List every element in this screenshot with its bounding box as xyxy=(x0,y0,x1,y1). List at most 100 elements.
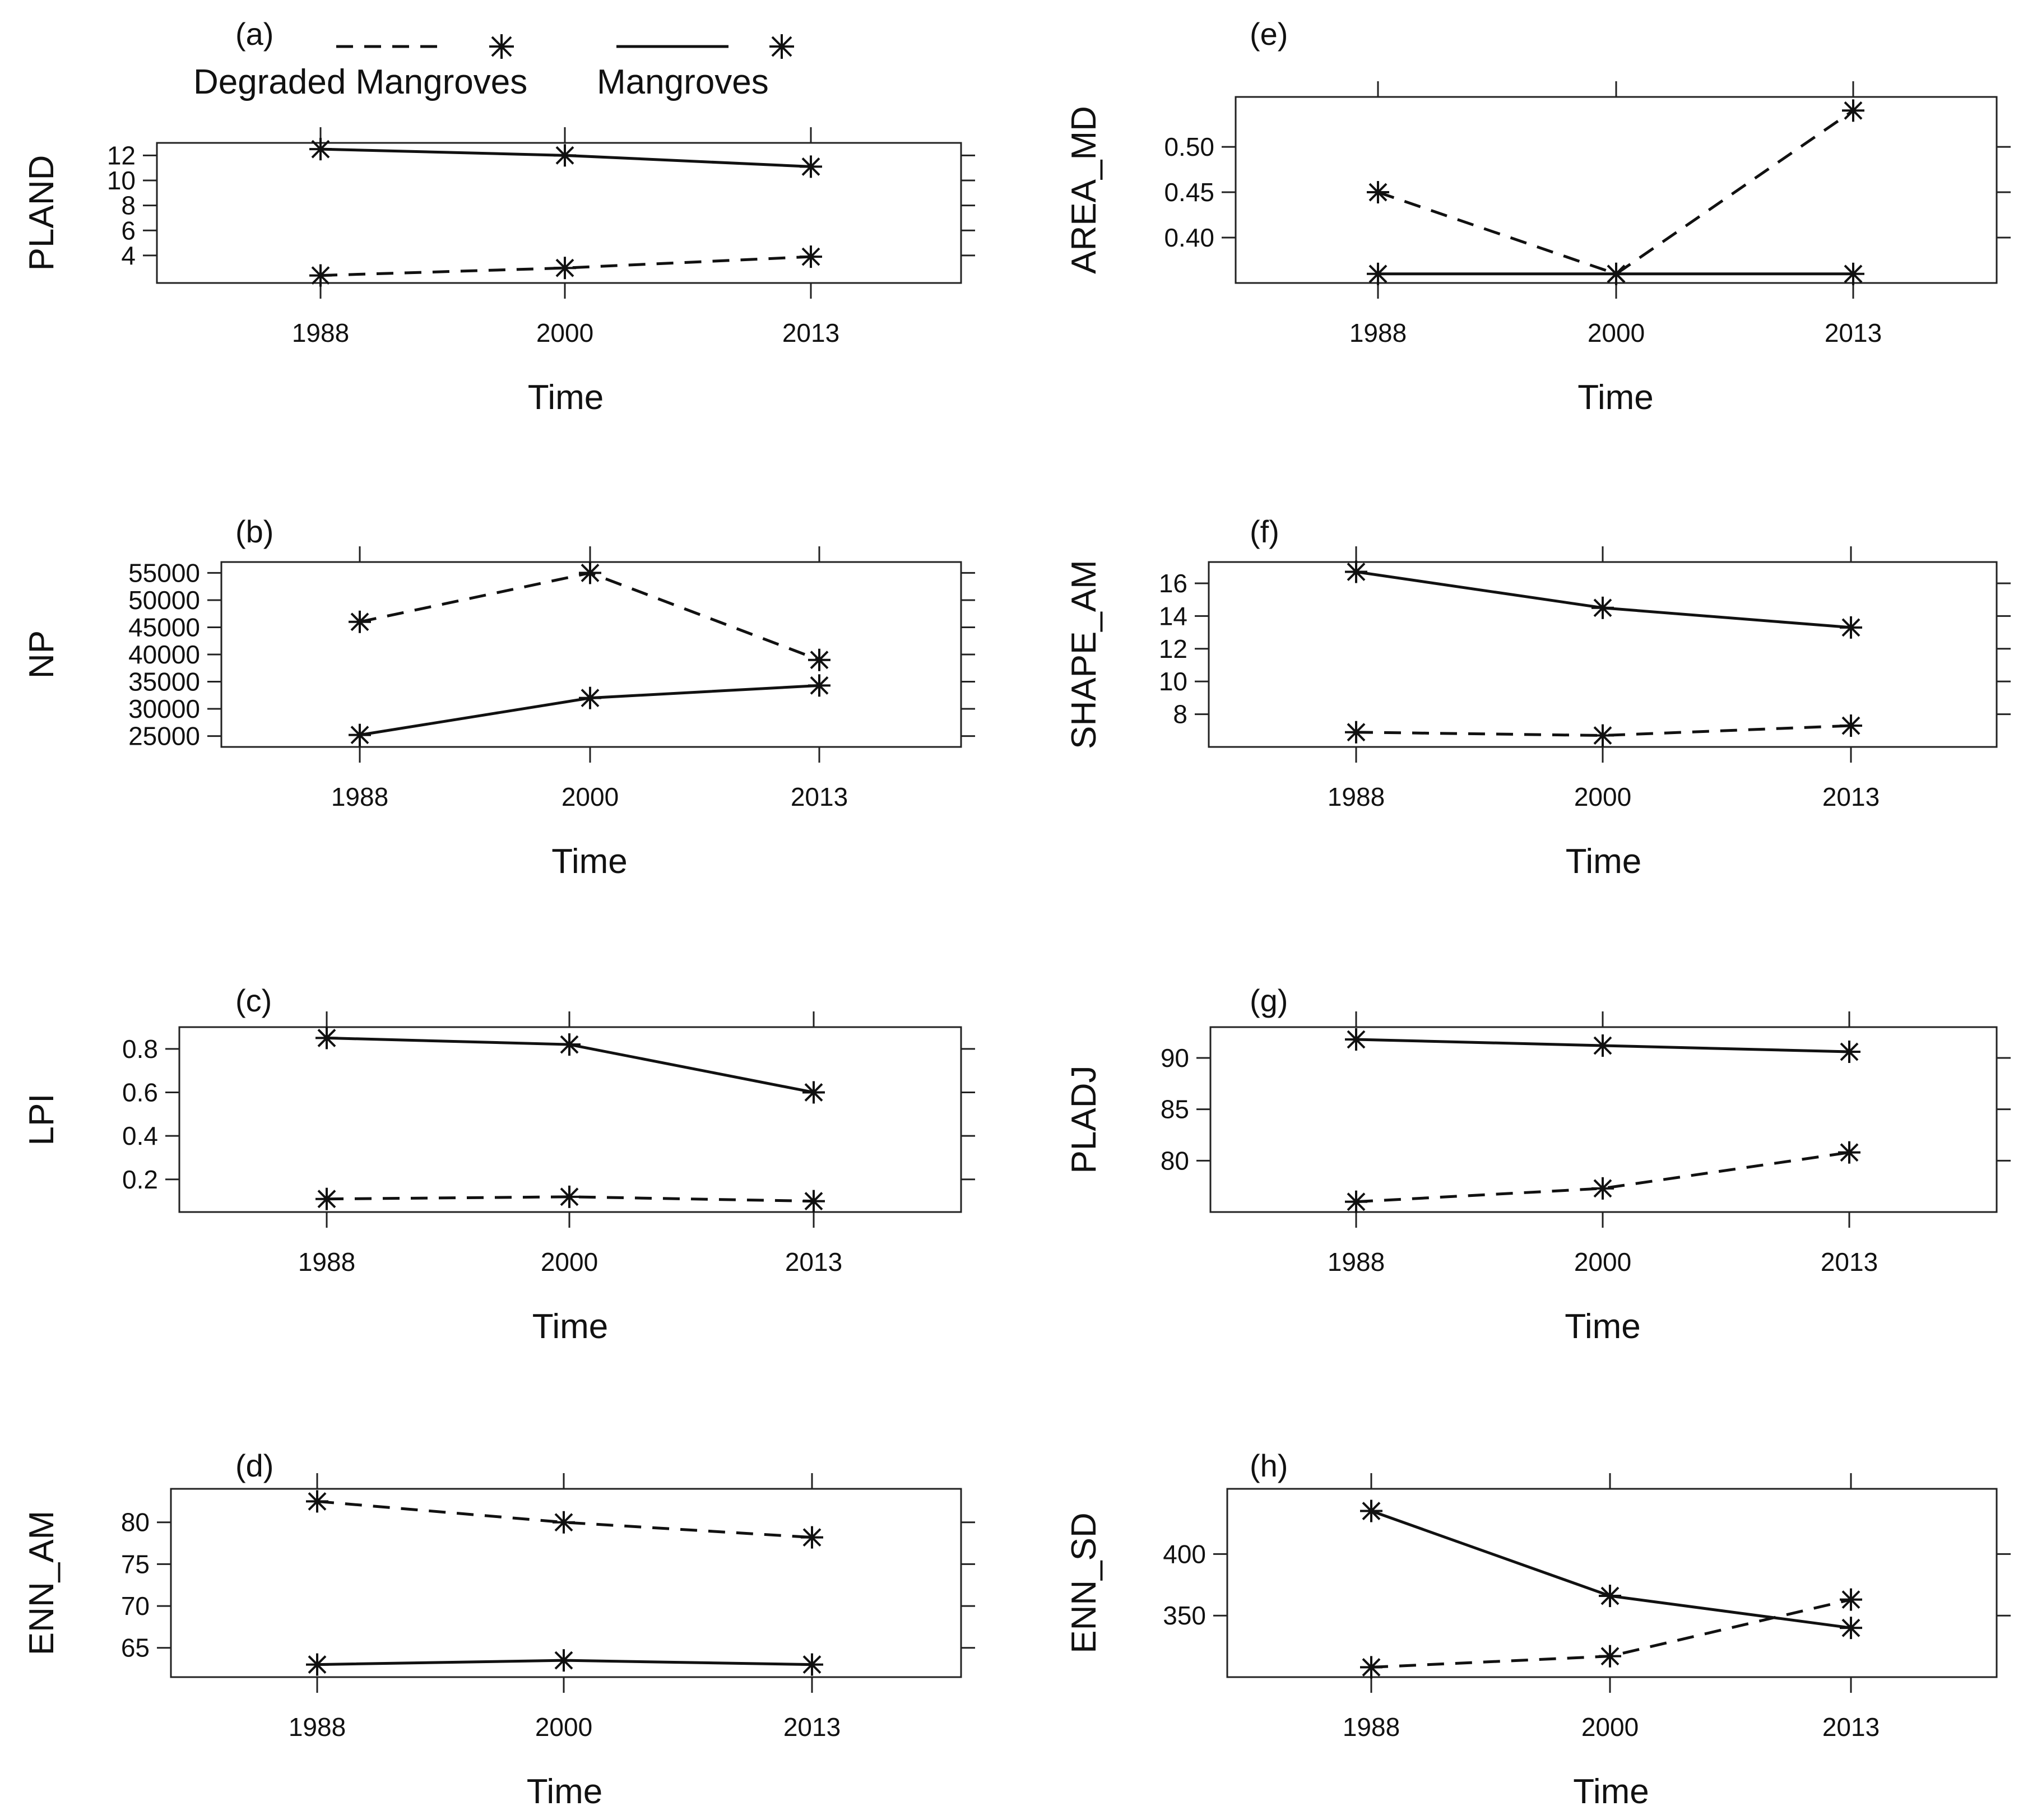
y-tick-label: 85 xyxy=(1161,1095,1189,1124)
degraded-data-point xyxy=(1838,1141,1860,1164)
y-axis-label: SHAPE_AM xyxy=(1065,560,1103,749)
degraded-data-point xyxy=(802,1190,825,1213)
mangroves-data-point xyxy=(349,723,371,746)
legend: Degraded Mangroves Mangroves xyxy=(193,34,794,101)
degraded-data-point xyxy=(1360,1656,1382,1679)
legend-solid-marker xyxy=(769,34,794,59)
x-tick-label: 2000 xyxy=(1574,1247,1631,1276)
y-tick-label: 80 xyxy=(121,1508,150,1537)
x-axis-label: Time xyxy=(1566,842,1641,881)
x-tick-label: 2013 xyxy=(1825,318,1882,347)
mangroves-series-line xyxy=(1371,1510,1852,1629)
y-tick-label: 25000 xyxy=(128,722,200,751)
legend-mangroves-label: Mangroves xyxy=(597,63,769,101)
x-tick-label: 2000 xyxy=(535,1712,592,1742)
x-tick-label: 2000 xyxy=(536,318,593,347)
degraded-data-point xyxy=(1840,1588,1862,1611)
x-tick-label: 2013 xyxy=(1821,1247,1878,1276)
x-tick-label: 1988 xyxy=(298,1247,355,1276)
panel-tag: (h) xyxy=(1250,1448,1288,1483)
x-tick-label: 2013 xyxy=(1822,1712,1880,1742)
y-tick-label: 8 xyxy=(121,191,136,220)
degraded-data-point xyxy=(306,1490,328,1513)
y-tick-label: 16 xyxy=(1159,569,1187,598)
y-tick-label: 55000 xyxy=(128,558,200,587)
panel-tag: (f) xyxy=(1250,514,1279,549)
y-axis-label: PLADJ xyxy=(1065,1066,1103,1174)
y-tick-label: 50000 xyxy=(128,586,200,615)
x-tick-label: 2000 xyxy=(562,782,619,811)
mangroves-data-point xyxy=(1367,262,1389,285)
degraded-mangroves-series-line xyxy=(320,255,811,277)
chart-panel: 1988 2000 2013 0.40 0.45 0.50 Time AREA_MD (e) xyxy=(1065,16,2011,417)
mangroves-data-point xyxy=(306,1653,328,1676)
degraded-mangroves-series-line xyxy=(359,571,820,662)
mangroves-data-point xyxy=(558,1033,581,1056)
degraded-data-point xyxy=(349,610,371,633)
y-tick-label: 0.4 xyxy=(122,1121,158,1150)
y-tick-label: 10 xyxy=(1159,667,1187,696)
y-tick-label: 8 xyxy=(1173,700,1187,729)
mangroves-data-point xyxy=(802,1081,825,1104)
x-tick-label: 2013 xyxy=(782,318,839,347)
degraded-data-point xyxy=(553,1511,575,1534)
degraded-data-point xyxy=(1591,724,1614,747)
degraded-data-point xyxy=(1842,99,1864,122)
x-tick-label: 1988 xyxy=(289,1712,346,1742)
panel-tag: (c) xyxy=(235,983,272,1018)
y-tick-label: 400 xyxy=(1163,1539,1206,1568)
mangroves-data-point xyxy=(1842,262,1864,285)
x-tick-label: 1988 xyxy=(1343,1712,1400,1742)
x-tick-label: 2013 xyxy=(785,1247,842,1276)
panel-tag: (a) xyxy=(235,16,273,52)
x-tick-label: 2000 xyxy=(1581,1712,1639,1742)
chart-panel: 1988 2000 2013 80 85 90 Time PLADJ (g) xyxy=(1065,983,2011,1346)
mangroves-data-point xyxy=(554,144,576,167)
y-tick-label: 40000 xyxy=(128,640,200,669)
panel-tag: (e) xyxy=(1250,16,1288,52)
x-tick-label: 2000 xyxy=(1574,782,1631,811)
x-tick-label: 1988 xyxy=(1328,1247,1385,1276)
degraded-data-point xyxy=(1840,714,1862,737)
y-tick-label: 0.8 xyxy=(122,1034,158,1064)
degraded-data-point xyxy=(1599,1645,1621,1668)
mangroves-data-point xyxy=(1345,1028,1367,1051)
degraded-data-point xyxy=(808,648,830,671)
x-axis-label: Time xyxy=(1577,378,1653,417)
y-tick-label: 35000 xyxy=(128,667,200,697)
panel-tag: (b) xyxy=(235,514,273,549)
x-tick-label: 2000 xyxy=(1588,318,1645,347)
y-tick-label: 70 xyxy=(121,1591,150,1621)
degraded-mangroves-series-line xyxy=(1377,109,1854,276)
plot-frame xyxy=(220,561,962,748)
y-tick-label: 0.2 xyxy=(122,1165,158,1194)
plot-frame xyxy=(1226,1488,1998,1678)
y-axis-label: PLAND xyxy=(22,155,61,271)
degraded-data-point xyxy=(800,245,822,268)
mangroves-data-point xyxy=(1591,1034,1614,1057)
y-tick-label: 80 xyxy=(1161,1146,1189,1175)
x-tick-label: 1988 xyxy=(1328,782,1385,811)
y-axis-label: NP xyxy=(22,630,61,679)
x-tick-label: 1988 xyxy=(331,782,388,811)
degraded-data-point xyxy=(1345,721,1367,744)
y-tick-label: 12 xyxy=(1159,634,1187,663)
chart-panel: 1988 2000 2013 350 400 Time ENN_SD (h) xyxy=(1065,1448,2011,1811)
plot-frame xyxy=(170,1488,962,1678)
mangroves-data-point xyxy=(1605,262,1627,285)
degraded-data-point xyxy=(1345,1190,1367,1213)
y-tick-label: 45000 xyxy=(128,612,200,642)
y-tick-label: 90 xyxy=(1161,1043,1189,1072)
y-tick-label: 0.45 xyxy=(1164,178,1214,207)
x-axis-label: Time xyxy=(1565,1307,1640,1346)
x-tick-label: 2013 xyxy=(1822,782,1880,811)
degraded-data-point xyxy=(1591,1177,1614,1200)
x-tick-label: 1988 xyxy=(1349,318,1407,347)
degraded-data-point xyxy=(309,264,332,287)
y-axis-label: ENN_AM xyxy=(22,1511,61,1655)
degraded-data-point xyxy=(315,1187,338,1210)
degraded-data-point xyxy=(579,561,601,584)
degraded-data-point xyxy=(558,1185,581,1208)
